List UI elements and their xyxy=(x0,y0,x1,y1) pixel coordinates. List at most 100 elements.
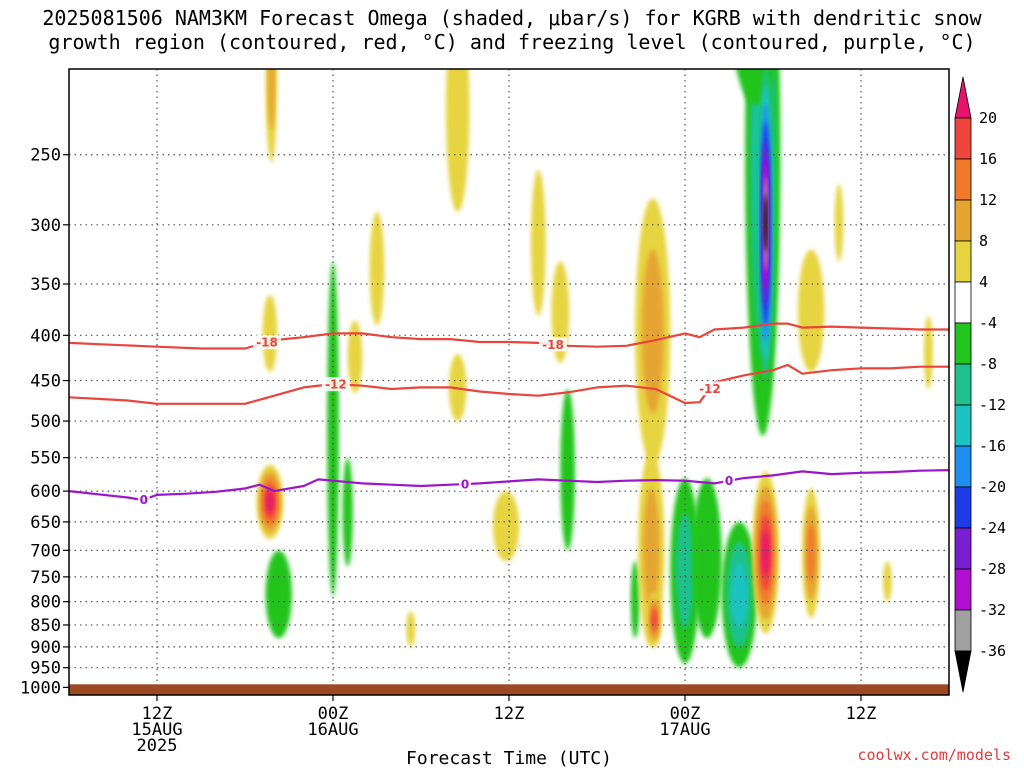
x-tick-label-30-0: 12Z xyxy=(494,704,525,724)
colorbar-swatch-1 xyxy=(954,117,972,160)
contour-label--18-1: -18 xyxy=(542,338,564,352)
contour-label-bg--12-1 xyxy=(695,381,724,396)
colorbar-label-9: -20 xyxy=(979,478,1006,496)
y-tick-label-1000: 1000 xyxy=(20,678,61,698)
x-tick-label-54-0: 12Z xyxy=(846,704,877,724)
chart-title: 2025081506 NAM3KM Forecast Omega (shaded… xyxy=(0,6,1024,54)
y-tick-label-750: 750 xyxy=(30,568,61,588)
colorbar-label-12: -32 xyxy=(979,601,1006,619)
omega-cell-28-level-0 xyxy=(834,184,844,262)
omega-cell-21-level-2 xyxy=(731,562,748,628)
omega-cell-20-level-0 xyxy=(692,478,722,639)
colorbar-swatch-12 xyxy=(954,568,972,611)
y-tick-label-400: 400 xyxy=(30,326,61,346)
omega-shading xyxy=(256,69,933,668)
colorbar-swatch-5 xyxy=(954,281,972,324)
x-tick-label-42-1: 17AUG xyxy=(659,720,710,740)
omega-cell-2-level-1 xyxy=(267,69,276,131)
temperature-contours: -18 -18 -12 -12 0 0 0 xyxy=(69,322,949,507)
contour-label-bg--18-0 xyxy=(253,335,281,350)
colorbar-label-4: 4 xyxy=(979,273,988,291)
omega-cell-18-level-3 xyxy=(651,609,657,629)
y-tick-label-850: 850 xyxy=(30,616,61,636)
omega-cell-29-level-0 xyxy=(883,561,892,602)
colorbar-label-2: 12 xyxy=(979,191,997,209)
y-tick-label-450: 450 xyxy=(30,372,61,392)
colorbar-label-5: -4 xyxy=(979,314,997,332)
omega-cell-3-level-0 xyxy=(265,550,292,639)
x-tick-label-18-0: 00Z xyxy=(318,704,349,724)
colorbar-label-3: 8 xyxy=(979,232,988,250)
omega-cell-11-level-0 xyxy=(492,491,520,562)
y-tick-label-700: 700 xyxy=(30,541,61,561)
contour-label--18-0: -18 xyxy=(256,336,278,350)
colorbar-label-6: -8 xyxy=(979,355,997,373)
colorbar-swatch-6 xyxy=(954,322,972,365)
contour-label-bg--18-1 xyxy=(539,337,567,352)
omega-cell-0-level-4 xyxy=(266,491,274,513)
ground-surface xyxy=(69,684,949,695)
colorbar-label-13: -36 xyxy=(979,642,1006,660)
y-tick-label-250: 250 xyxy=(30,146,61,166)
omega-cell-25-level-4 xyxy=(761,529,770,576)
contour-label-0-0: 0 xyxy=(140,493,148,507)
contour-label-bg-0-0 xyxy=(137,492,150,507)
omega-cell-12-level-0 xyxy=(531,169,546,316)
omega-cell-4-level-0 xyxy=(327,261,339,597)
x-tick-label-42-0: 00Z xyxy=(670,704,701,724)
omega-cell-6-level-0 xyxy=(347,320,363,394)
omega-cell-17-level-1 xyxy=(643,488,660,610)
contour-label--12-0: -12 xyxy=(325,378,347,392)
contour-label-bg-0-1 xyxy=(459,477,471,492)
contour-label-0-2: 0 xyxy=(725,474,733,488)
colorbar-swatch-9 xyxy=(954,445,972,488)
x-tick-label-6-1: 15AUG xyxy=(131,720,182,740)
colorbar-swatch-10 xyxy=(954,486,972,529)
omega-cell-27-level-0 xyxy=(797,249,825,372)
omega-cell-9-level-0 xyxy=(445,69,470,212)
y-tick-label-900: 900 xyxy=(30,638,61,658)
pressure-axis: 2503003504004505005506006507007508008509… xyxy=(20,146,69,698)
contour-label-bg-0-2 xyxy=(723,473,735,488)
omega-cell-26-level-2 xyxy=(807,524,816,582)
colorbar-bottom-triangle xyxy=(954,650,972,693)
omega-cell-7-level-0 xyxy=(369,211,385,326)
contour--12 xyxy=(69,363,949,405)
colorbar-swatch-13 xyxy=(954,609,972,652)
contour-label-bg--12-0 xyxy=(321,377,350,392)
colorbar-label-0: 20 xyxy=(979,109,997,127)
colorbar-swatch-4 xyxy=(954,240,972,283)
omega-cell-14-level-0 xyxy=(560,389,576,551)
colorbar-swatch-3 xyxy=(954,199,972,242)
colorbar-label-7: -12 xyxy=(979,396,1006,414)
omega-cell-15-level-0 xyxy=(630,561,640,639)
chart-title-line1: 2025081506 NAM3KM Forecast Omega (shaded… xyxy=(42,6,982,30)
y-tick-label-800: 800 xyxy=(30,593,61,613)
x-tick-label-6-0: 12Z xyxy=(142,704,173,724)
y-tick-label-950: 950 xyxy=(30,659,61,679)
credit-text: coolwx.com/models xyxy=(857,746,1011,764)
omega-colorbar: 20 16 12 8 4 -4 -8 -12 -16 -20 -24 -28 -32 -36 xyxy=(954,76,1006,693)
y-tick-label-350: 350 xyxy=(30,275,61,295)
y-tick-label-300: 300 xyxy=(30,216,61,236)
colorbar-swatch-7 xyxy=(954,363,972,406)
omega-cell-1-level-0 xyxy=(262,294,278,372)
contour-label-0-1: 0 xyxy=(461,478,469,492)
omega-cell-5-level-0 xyxy=(342,457,353,567)
colorbar-label-1: 16 xyxy=(979,150,997,168)
colorbar-swatch-8 xyxy=(954,404,972,447)
omega-cell-24-level-8 xyxy=(763,194,768,253)
colorbar-label-11: -28 xyxy=(979,560,1006,578)
y-tick-label-500: 500 xyxy=(30,412,61,432)
colorbar-swatch-11 xyxy=(954,527,972,570)
colorbar-top-triangle xyxy=(954,76,972,119)
y-tick-label-550: 550 xyxy=(30,449,61,469)
contour-label--12-1: -12 xyxy=(699,382,721,396)
colorbar-label-10: -24 xyxy=(979,519,1006,537)
x-tick-label-18-1: 16AUG xyxy=(307,720,358,740)
colorbar-swatch-2 xyxy=(954,158,972,201)
chart-title-line2: growth region (contoured, red, °C) and f… xyxy=(48,30,976,54)
y-tick-label-600: 600 xyxy=(30,482,61,502)
